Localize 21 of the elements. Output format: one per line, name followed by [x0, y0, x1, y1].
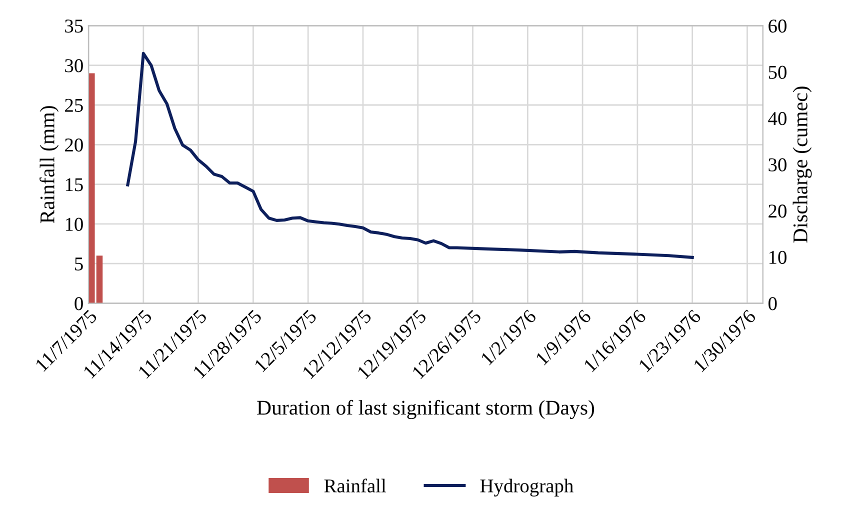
y2-tick-label: 50 — [768, 66, 786, 79]
y2-tick-label: 60 — [768, 20, 786, 33]
y-tick-label: 0 — [74, 297, 83, 310]
line-series — [126, 52, 694, 259]
y-tick-label: 10 — [66, 218, 83, 231]
y-tick-label: 30 — [65, 59, 83, 72]
y2-tick-label: 10 — [769, 250, 786, 264]
y-tick-label: 35 — [65, 20, 83, 33]
y-tick-label: 5 — [75, 258, 83, 271]
y2-tick-label: 20 — [768, 204, 786, 218]
y2-tick-label: 0 — [768, 297, 777, 310]
legend-label: Rainfall — [324, 478, 386, 492]
y-tick-label: 25 — [65, 98, 83, 112]
y2-tick-label: 30 — [768, 158, 786, 172]
y2-tick-label: 40 — [768, 112, 786, 126]
x-axis-title: Duration of last significant storm (Days) — [257, 400, 594, 420]
y2-axis-title: Discharge (cumec) — [792, 86, 812, 243]
legend-label: Hydrograph — [480, 478, 574, 496]
y-tick-label: 20 — [65, 138, 83, 152]
y-axis-title: Rainfall (mm) — [40, 106, 59, 224]
y-tick-label: 15 — [66, 178, 83, 192]
